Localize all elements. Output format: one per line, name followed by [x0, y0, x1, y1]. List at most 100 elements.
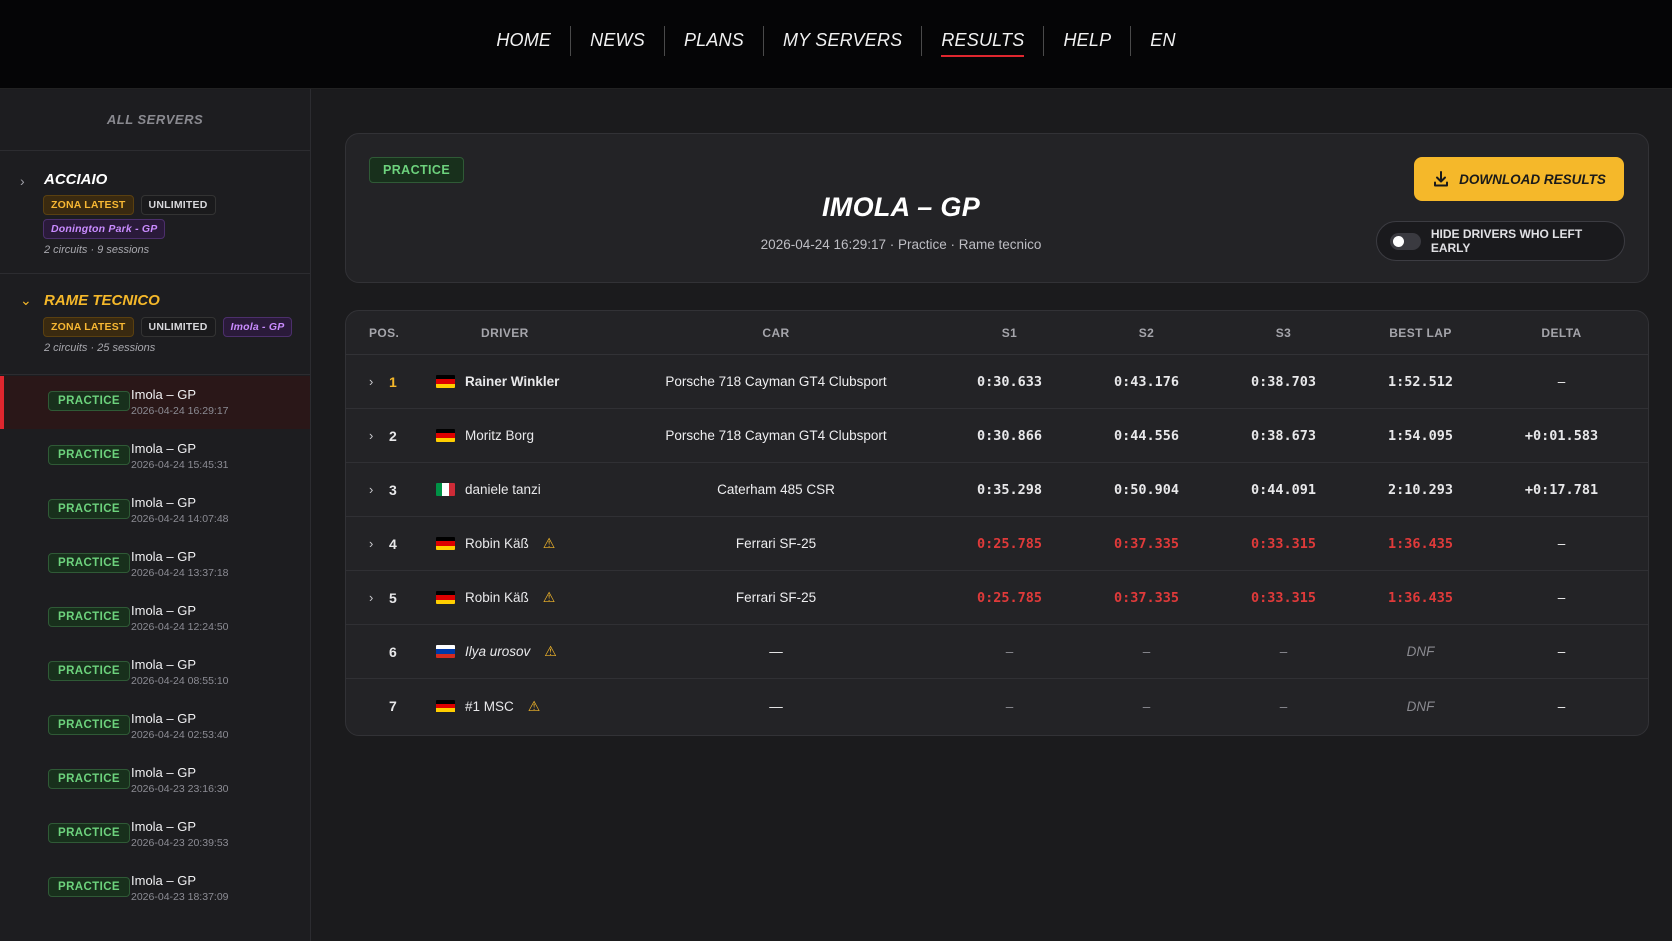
warning-icon: ⚠ [527, 697, 541, 714]
chevron-right-icon[interactable]: › [20, 173, 25, 189]
best-lap-cell: 1:54.095 [1387, 427, 1454, 444]
nav-item-results[interactable]: RESULTS [922, 24, 1043, 57]
session-date: 2026-04-24 02:53:40 [131, 729, 229, 741]
session-item[interactable]: PRACTICE Imola – GP 2026-04-24 13:37:18 [0, 538, 310, 591]
nav-item-plans[interactable]: PLANS [683, 30, 744, 50]
sector-s3-cell: 0:38.673 [1250, 427, 1317, 444]
session-item[interactable]: PRACTICE Imola – GP 2026-04-24 02:53:40 [0, 700, 310, 753]
nav-item-news[interactable]: NEWS [590, 30, 645, 50]
col-delta[interactable]: DELTA [1541, 325, 1582, 340]
expand-chevron-icon[interactable]: › [369, 590, 374, 605]
driver-name[interactable]: Robin Käß [465, 590, 529, 605]
session-item[interactable]: PRACTICE Imola – GP 2026-04-23 23:16:30 [0, 754, 310, 807]
session-item[interactable]: PRACTICE Imola – GP 2026-04-24 14:07:48 [0, 484, 310, 537]
expand-chevron-icon[interactable]: › [369, 482, 374, 497]
server-sidebar: ALL SERVERS › ACCIAIO ZONA LATEST UNLIMI… [0, 89, 311, 941]
col-s2[interactable]: S2 [1138, 325, 1155, 340]
best-lap-cell: 2:10.293 [1387, 481, 1454, 498]
car-cell: Porsche 718 Cayman GT4 Clubsport [665, 428, 887, 443]
sector-s2-cell: – [1142, 644, 1151, 659]
delta-cell: – [1557, 698, 1566, 714]
circuit-tag: Donington Park - GP [43, 219, 166, 239]
session-type-badge: PRACTICE [48, 391, 130, 411]
nav-item-help[interactable]: HELP [1063, 30, 1112, 50]
sector-s3-cell: 0:33.315 [1250, 589, 1317, 606]
table-row[interactable]: › 3 daniele tanzi Caterham 485 CSR 0:35.298 0… [346, 463, 1648, 517]
session-subtitle: 2026-04-24 16:29:17 · Practice · Rame te… [760, 237, 1042, 252]
car-cell: Porsche 718 Cayman GT4 Clubsport [665, 374, 887, 389]
server-name: ACCIAIO [44, 171, 108, 188]
driver-name[interactable]: Rainer Winkler [465, 374, 560, 389]
session-type-badge: PRACTICE [48, 877, 130, 897]
server-group-rame-tecnico[interactable]: ⌄ RAME TECNICO ZONA LATEST UNLIMITED Imo… [0, 274, 310, 375]
col-car[interactable]: CAR [762, 325, 790, 340]
table-row[interactable]: 7 #1 MSC ⚠ — – – – DNF – [346, 679, 1648, 733]
delta-cell: +0:17.781 [1524, 481, 1599, 498]
nav-separator [663, 25, 665, 56]
circuit-tag: Imola - GP [222, 317, 293, 337]
hide-left-early-toggle[interactable]: HIDE DRIVERS WHO LEFT EARLY [1376, 221, 1625, 261]
table-row[interactable]: › 1 Rainer Winkler Porsche 718 Cayman GT4 C… [346, 355, 1648, 409]
position-number: 7 [389, 698, 397, 714]
sector-s1-cell: 0:30.633 [976, 373, 1043, 390]
expand-chevron-icon[interactable]: › [369, 536, 374, 551]
session-date: 2026-04-23 18:37:09 [131, 891, 229, 903]
session-title: Imola – GP [131, 819, 197, 834]
session-title: Imola – GP [131, 657, 197, 672]
server-group-acciaio[interactable]: › ACCIAIO ZONA LATEST UNLIMITED Doningto… [0, 151, 310, 274]
server-name: RAME TECNICO [44, 292, 160, 309]
expand-chevron-icon[interactable]: › [369, 374, 374, 389]
driver-name[interactable]: Ilya urosov [465, 644, 531, 659]
delta-cell: – [1557, 536, 1566, 551]
session-item[interactable]: PRACTICE Imola – GP 2026-04-24 15:45:31 [0, 430, 310, 483]
sector-s1-cell: 0:25.785 [976, 535, 1043, 552]
nav-item-home[interactable]: HOME [496, 30, 552, 50]
session-item[interactable]: PRACTICE Imola – GP 2026-04-23 18:37:09 [0, 862, 310, 915]
driver-name[interactable]: Moritz Borg [465, 428, 535, 443]
driver-name[interactable]: #1 MSC [465, 698, 514, 714]
car-cell: Ferrari SF-25 [735, 536, 817, 551]
table-row[interactable]: › 4 Robin Käß ⚠ Ferrari SF-25 0:25.785 0:37.33… [346, 517, 1648, 571]
driver-cell: Rainer Winkler [421, 374, 611, 389]
nav-separator [1043, 25, 1045, 56]
table-row[interactable]: › 2 Moritz Borg Porsche 718 Cayman GT4 Club… [346, 409, 1648, 463]
sector-s3-cell: – [1279, 698, 1288, 714]
position-number: 5 [389, 589, 397, 606]
expand-chevron-icon[interactable]: › [369, 428, 374, 443]
session-title: Imola – GP [131, 603, 197, 618]
sector-s2-cell: 0:44.556 [1113, 427, 1180, 444]
best-lap-cell: 1:52.512 [1387, 373, 1454, 390]
driver-name[interactable]: Robin Käß [465, 536, 529, 551]
warning-icon: ⚠ [542, 535, 556, 551]
car-cell: Caterham 485 CSR [717, 482, 835, 497]
best-lap-cell: 1:36.435 [1387, 589, 1454, 606]
session-item[interactable]: PRACTICE Imola – GP 2026-04-24 12:24:50 [0, 592, 310, 645]
session-item[interactable]: PRACTICE Imola – GP 2026-04-24 08:55:10 [0, 646, 310, 699]
flag-icon [436, 645, 455, 658]
driver-name[interactable]: daniele tanzi [465, 482, 541, 497]
page-title: IMOLA – GP [821, 192, 980, 222]
nav-item-my-servers[interactable]: MY SERVERS [782, 30, 903, 50]
session-type-badge: PRACTICE [48, 607, 130, 627]
delta-cell: – [1557, 590, 1566, 605]
position-cell: › 4 [346, 536, 421, 552]
download-results-button[interactable]: DOWNLOAD RESULTS [1414, 157, 1624, 201]
col-driver[interactable]: DRIVER [481, 325, 529, 340]
col-s1[interactable]: S1 [1001, 325, 1018, 340]
nav-item-en[interactable]: EN [1150, 30, 1176, 50]
chevron-down-icon[interactable]: ⌄ [20, 292, 32, 308]
sector-s3-cell: 0:38.703 [1250, 373, 1317, 390]
session-title: Imola – GP [131, 495, 197, 510]
session-type-badge: PRACTICE [369, 157, 465, 183]
session-item[interactable]: PRACTICE Imola – GP 2026-04-24 16:29:17 [0, 376, 310, 429]
toggle-switch[interactable] [1390, 232, 1421, 250]
results-table: POS. DRIVER CAR S1 S2 S3 BEST LAP DELTA … [345, 310, 1649, 736]
table-row[interactable]: 6 Ilya urosov ⚠ — – – – DNF – [346, 625, 1648, 679]
warning-icon: ⚠ [544, 643, 557, 659]
col-s3[interactable]: S3 [1275, 325, 1292, 340]
session-item[interactable]: PRACTICE Imola – GP 2026-04-23 20:39:53 [0, 808, 310, 861]
col-pos[interactable]: POS. [369, 325, 400, 340]
sector-s2-cell: 0:37.335 [1113, 589, 1180, 606]
col-best-lap[interactable]: BEST LAP [1389, 325, 1452, 340]
table-row[interactable]: › 5 Robin Käß ⚠ Ferrari SF-25 0:25.785 0:37.33… [346, 571, 1648, 625]
